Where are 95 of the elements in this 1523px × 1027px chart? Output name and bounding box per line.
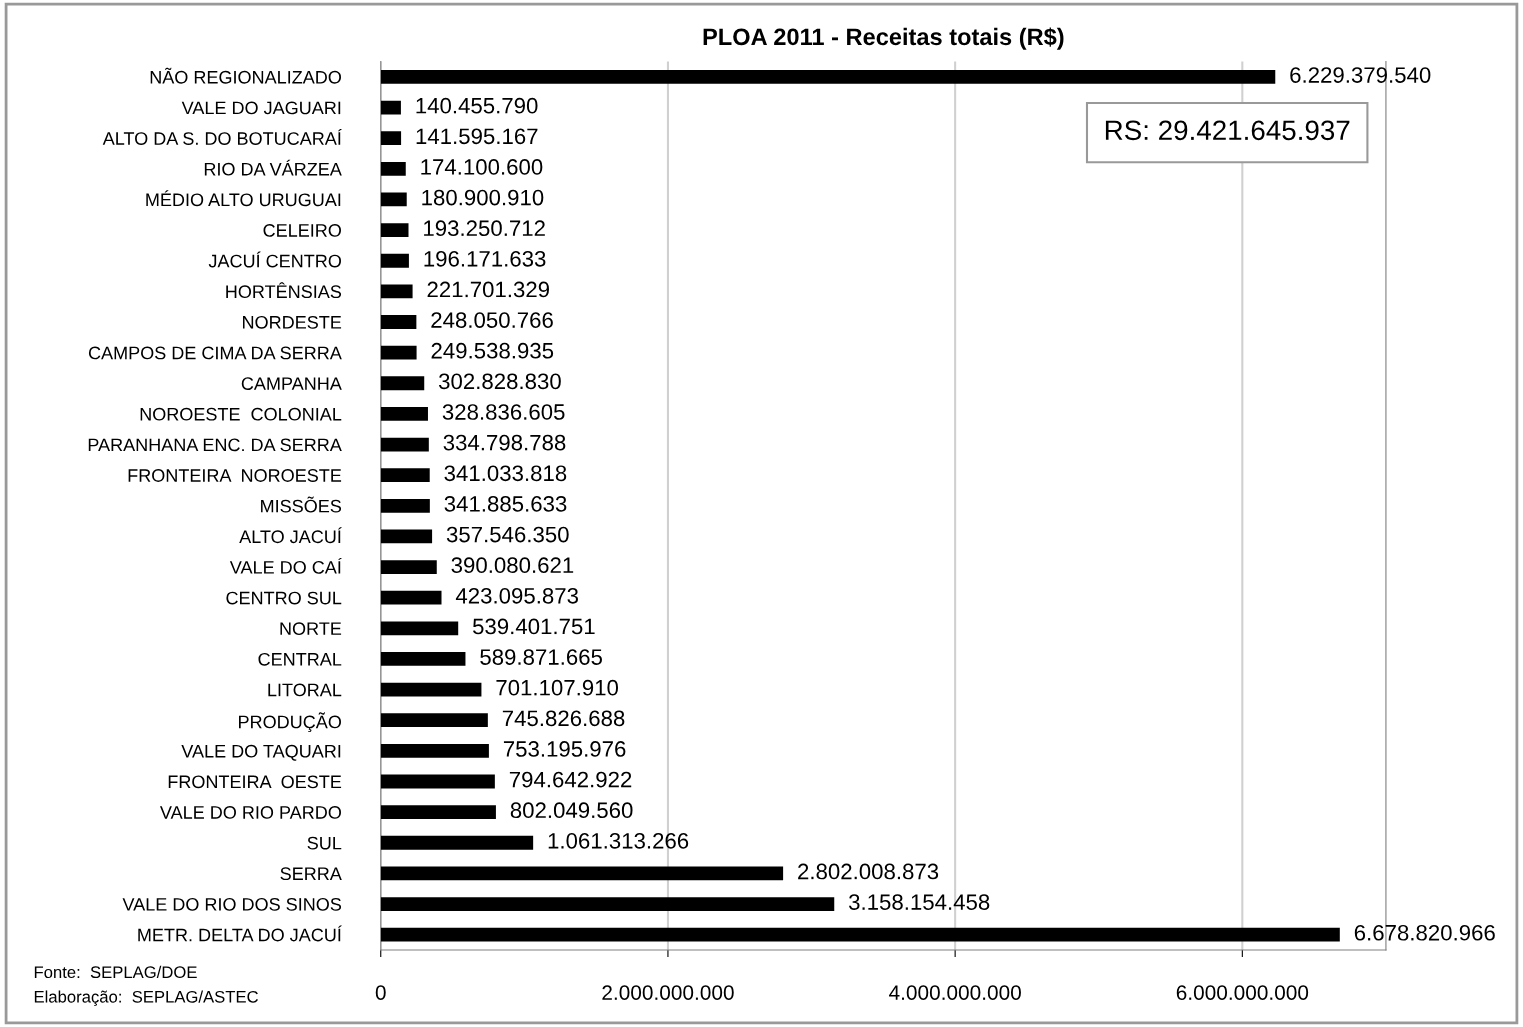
bar (380, 192, 407, 207)
x-tick-label: 2.000.000.000 (602, 985, 734, 1000)
data-label: 341.033.818 (444, 465, 567, 482)
y-tick-label: VALE DO RIO DOS SINOS (122, 897, 342, 911)
data-label: 2.802.008.873 (798, 863, 939, 880)
x-tick-label: 6.000.000.000 (1176, 985, 1309, 1000)
bar (380, 805, 496, 820)
data-label: 334.798.788 (443, 434, 566, 451)
y-tick-label: CENTRAL (258, 652, 342, 666)
y-tick-label: ALTO DA S. DO BOTUCARAÍ (102, 129, 342, 145)
bar (380, 161, 406, 176)
data-label: 193.250.712 (424, 220, 545, 237)
y-tick-label: LITORAL (268, 683, 342, 697)
y-tick-label: ALTO JACUÍ (239, 527, 342, 544)
source-note: Fonte: SEPLAG/DOE (34, 965, 197, 979)
y-tick-label: NOROESTE COLONIAL (140, 407, 342, 421)
bar (380, 407, 428, 421)
annotation: RS: 29.421.645.937 (1105, 120, 1350, 141)
data-label: 1.061.313.266 (548, 832, 689, 849)
bar (380, 498, 430, 513)
data-label: 390.080.621 (451, 557, 574, 574)
y-tick-label: VALE DO JAGUARI (181, 101, 341, 115)
bar (380, 590, 442, 605)
y-tick-label: CENTRO SUL (226, 591, 342, 605)
bar (380, 897, 835, 911)
data-label: 302.828.830 (438, 373, 561, 390)
data-label: 141.595.167 (416, 128, 538, 145)
y-tick-label: FRONTEIRA OESTE (168, 775, 342, 789)
y-tick-label: HORTÊNSIAS (226, 282, 342, 299)
bar (380, 835, 534, 850)
bar (380, 437, 429, 452)
bar (380, 621, 459, 636)
data-label: 249.538.935 (431, 342, 554, 359)
bar (380, 376, 425, 391)
y-tick-label: SERRA (280, 867, 342, 881)
data-label: 753.195.976 (503, 741, 626, 757)
y-tick-label: NORDESTE (243, 315, 342, 329)
bar (380, 927, 1340, 942)
data-label: 3.158.154.458 (848, 894, 990, 910)
bar (380, 713, 488, 728)
y-tick-label: VALE DO TAQUARI (181, 744, 341, 761)
y-tick-label: VALE DO RIO PARDO (159, 806, 341, 819)
y-tick-label: METR. DELTA DO JACUÍ (138, 925, 342, 942)
data-label: 423.095.873 (455, 587, 578, 604)
y-tick-label: PARANHANA ENC. DA SERRA (88, 438, 342, 452)
bar (380, 315, 417, 329)
bar (380, 560, 437, 574)
bar (380, 284, 413, 299)
y-tick-label: PRODUÇÃO (239, 712, 341, 732)
data-label: 221.701.329 (427, 281, 549, 298)
y-tick-label: CELEIRO (263, 224, 341, 237)
data-label: 140.455.790 (416, 97, 538, 114)
y-tick-label: MÉDIO ALTO URUGUAI (146, 190, 341, 207)
data-label: 174.100.600 (421, 159, 543, 175)
y-tick-label: SUL (307, 836, 342, 850)
bar (380, 70, 1276, 84)
data-label: 745.826.688 (502, 710, 625, 727)
y-tick-label: NORTE (280, 622, 342, 636)
data-label: 794.642.922 (509, 771, 632, 788)
bar (380, 100, 401, 115)
data-label: 180.900.910 (422, 189, 544, 206)
y-tick-label: NÃO REGIONALIZADO (150, 67, 341, 84)
bar (380, 866, 784, 881)
bar (380, 468, 430, 483)
data-label: 357.546.350 (446, 526, 569, 543)
y-tick-label: VALE DO CAÍ (229, 557, 342, 574)
data-label: 6.678.820.966 (1354, 924, 1495, 941)
y-tick-label: MISSÕES (261, 496, 342, 513)
data-label: 701.107.910 (496, 679, 619, 696)
bar (380, 652, 466, 666)
y-tick-label: FRONTEIRA NOROESTE (128, 469, 342, 482)
bar (380, 253, 409, 268)
data-label: 196.171.633 (424, 250, 546, 267)
bar (380, 529, 433, 544)
bar (380, 774, 495, 789)
bar (380, 345, 417, 360)
bar (380, 131, 402, 146)
x-tick-label: 4.000.000.000 (889, 985, 1021, 1000)
text: Elaboração: SEPLAG/ASTEC (34, 990, 258, 1007)
data-label: 802.049.560 (510, 802, 633, 819)
data-label: 539.401.751 (472, 618, 595, 635)
data-label: 589.871.665 (480, 649, 602, 665)
y-tick-label: RIO DA VÁRZEA (204, 159, 342, 176)
data-label: 341.885.633 (444, 496, 567, 512)
x-tick-label: 0 (375, 985, 386, 1000)
chart-title: PLOA 2011 - Receitas totais (R$) (703, 27, 1064, 50)
y-tick-label: CAMPOS DE CIMA DA SERRA (88, 346, 342, 360)
data-label: 328.836.605 (442, 404, 565, 420)
bar (380, 682, 482, 697)
y-tick-label: CAMPANHA (241, 377, 342, 390)
bar (380, 223, 409, 237)
y-tick-label: JACUÍ CENTRO (208, 251, 341, 268)
data-label: 6.229.379.540 (1290, 67, 1431, 83)
data-label: 248.050.766 (431, 312, 553, 328)
bar (380, 743, 489, 758)
